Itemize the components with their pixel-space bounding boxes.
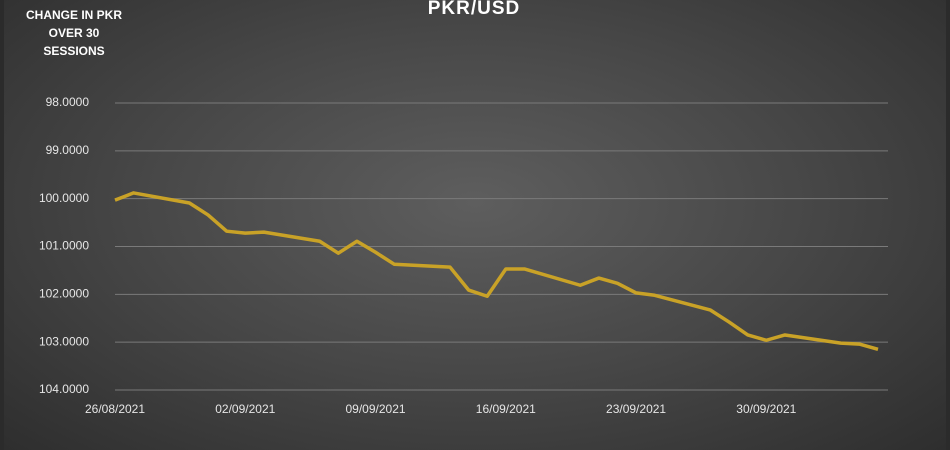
x-tick-label: 02/09/2021 [215, 402, 275, 416]
y-tick-label: 100.0000 [39, 191, 89, 205]
y-tick-label: 104.0000 [39, 382, 89, 396]
y-tick-label: 101.0000 [39, 239, 89, 253]
chart: PKR/USD 98.0000 99.0000 100.0000 101.0000 10… [39, 0, 888, 416]
x-tick-label: 16/09/2021 [476, 402, 536, 416]
y-tick-label: 99.0000 [46, 143, 90, 157]
x-tick-label: 09/09/2021 [346, 402, 406, 416]
y-axis-title: CHANGE IN PKR OVER 30 SESSIONS [26, 8, 123, 58]
chart-title: PKR/USD [428, 0, 521, 19]
x-tick-label: 30/09/2021 [736, 402, 796, 416]
y-tick-label: 102.0000 [39, 287, 89, 301]
x-tick-label: 26/08/2021 [85, 402, 145, 416]
y-tick-label: 103.0000 [39, 334, 89, 348]
y-tick-label: 98.0000 [46, 95, 90, 109]
x-tick-label: 23/09/2021 [606, 402, 666, 416]
data-line [114, 191, 879, 352]
chart-area: PKR/USD 98.0000 99.0000 100.0000 101.0000 10… [4, 0, 946, 450]
